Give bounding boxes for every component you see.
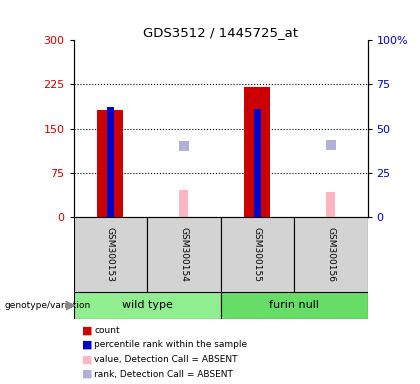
Text: ■: ■ — [82, 354, 92, 364]
Text: GSM300156: GSM300156 — [326, 227, 335, 282]
Bar — [74, 292, 220, 319]
Text: wild type: wild type — [121, 300, 173, 310]
Bar — [294, 217, 368, 292]
Text: ▶: ▶ — [66, 299, 76, 312]
Bar — [220, 217, 294, 292]
Text: GSM300154: GSM300154 — [179, 227, 188, 282]
Text: GSM300155: GSM300155 — [253, 227, 262, 282]
Text: count: count — [94, 326, 120, 335]
Bar — [254, 109, 261, 217]
Title: GDS3512 / 1445725_at: GDS3512 / 1445725_at — [143, 26, 298, 39]
Text: furin null: furin null — [269, 300, 319, 310]
Bar — [244, 88, 270, 217]
Bar — [147, 217, 220, 292]
Text: ■: ■ — [82, 325, 92, 335]
Text: ■: ■ — [82, 369, 92, 379]
Text: GSM300153: GSM300153 — [106, 227, 115, 282]
Bar — [326, 192, 335, 217]
Text: ■: ■ — [82, 340, 92, 350]
Bar — [74, 217, 147, 292]
Bar — [107, 108, 114, 217]
Text: genotype/variation: genotype/variation — [4, 301, 90, 310]
Bar — [179, 190, 188, 217]
Text: rank, Detection Call = ABSENT: rank, Detection Call = ABSENT — [94, 369, 234, 379]
Bar — [220, 292, 368, 319]
Bar — [97, 110, 123, 217]
Text: value, Detection Call = ABSENT: value, Detection Call = ABSENT — [94, 355, 238, 364]
Text: percentile rank within the sample: percentile rank within the sample — [94, 340, 248, 349]
